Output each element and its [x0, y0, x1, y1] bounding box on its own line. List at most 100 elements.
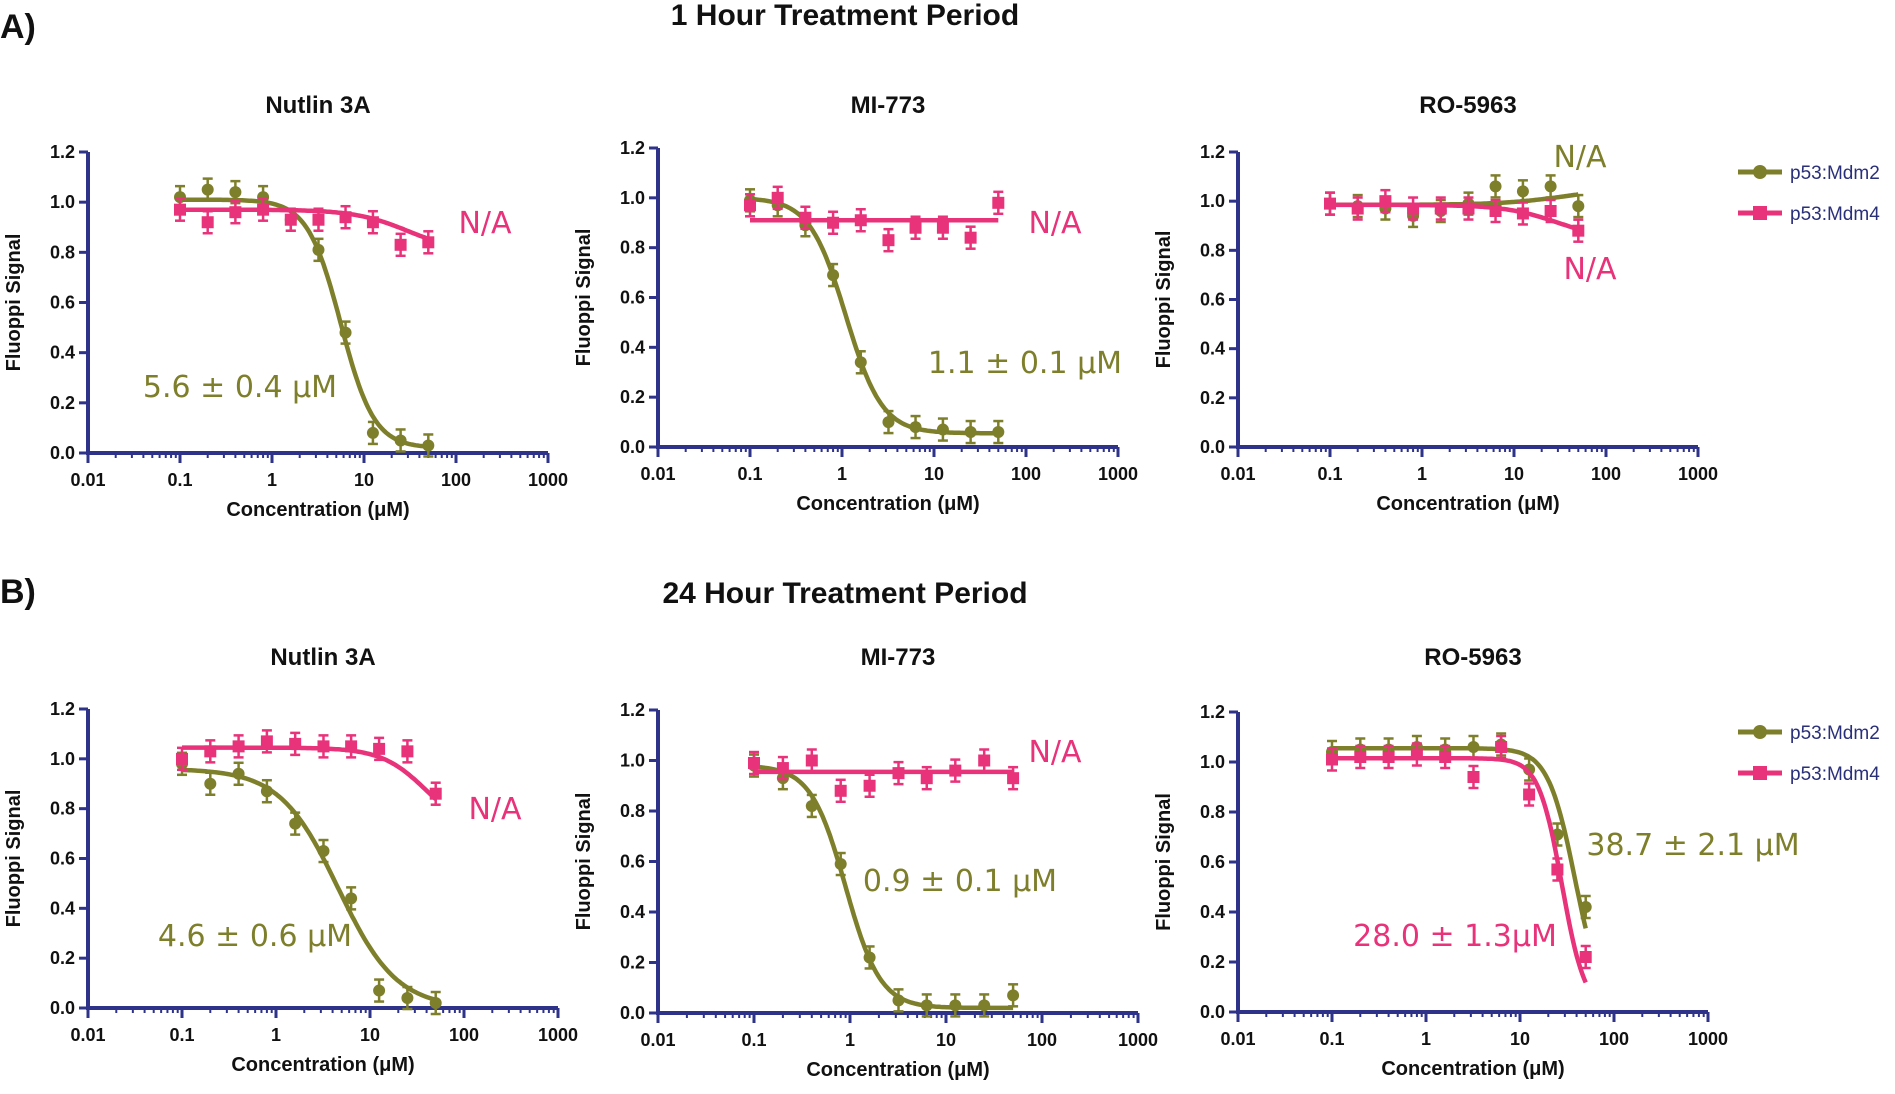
data-point-mdm2 — [401, 992, 414, 1005]
data-point-mdm4 — [882, 234, 895, 247]
y-tick-label: 0.6 — [50, 293, 75, 313]
y-tick-label: 0.6 — [50, 849, 75, 869]
x-tick-label: 0.1 — [169, 1025, 194, 1045]
data-point-mdm4 — [1572, 224, 1585, 237]
data-point-mdm4 — [1516, 207, 1529, 220]
data-point-mdm4 — [339, 211, 352, 224]
data-point-mdm2 — [317, 845, 330, 858]
y-tick-label: 0.0 — [1200, 437, 1225, 457]
data-point-mdm2 — [949, 999, 962, 1012]
data-point-mdm2 — [260, 785, 273, 798]
annotation-mdm2: 5.6 ± 0.4 μM — [143, 370, 337, 405]
x-tick-label: 100 — [1599, 1029, 1629, 1049]
chart-title: MI-773 — [861, 644, 936, 671]
chart-b-mi773: MI-773 0.0 0.2 0.4 0.6 0.8 1.0 1.2 0.01 0.1 1 10 100… — [573, 644, 1158, 1081]
legend-label: p53:Mdm4 — [1790, 204, 1880, 225]
data-point-mdm4 — [805, 754, 818, 767]
data-point-mdm2 — [312, 243, 325, 256]
data-point-mdm4 — [229, 206, 242, 219]
data-point-mdm4 — [1351, 202, 1364, 215]
x-tick-label: 0.01 — [640, 464, 675, 484]
x-tick-label: 10 — [360, 1025, 380, 1045]
x-tick-label: 10 — [924, 464, 944, 484]
data-point-mdm4 — [949, 764, 962, 777]
data-point-mdm2 — [201, 183, 214, 196]
data-point-mdm2 — [422, 439, 435, 452]
data-point-mdm2 — [992, 426, 1005, 439]
data-point-mdm4 — [748, 757, 760, 770]
y-tick-label: 0.2 — [620, 387, 645, 407]
data-point-mdm2 — [909, 421, 922, 434]
data-point-mdm4 — [744, 199, 756, 212]
y-axis-label: Fluoppi Signal — [3, 234, 25, 372]
y-tick-label: 0.4 — [50, 898, 75, 918]
data-point-mdm2 — [229, 186, 242, 199]
data-point-mdm2 — [174, 191, 186, 204]
x-axis-label: Concentration (μM) — [806, 1059, 989, 1081]
data-point-mdm2 — [805, 799, 818, 812]
annotation-mdm4: N/A — [458, 206, 512, 241]
chart-b-ro5963: RO-5963 0.0 0.2 0.4 0.6 0.8 1.0 1.2 0.01 0.1 1 10 10… — [1153, 644, 1800, 1080]
x-axis-label: Concentration (μM) — [1376, 493, 1559, 515]
y-tick-label: 0.6 — [1200, 290, 1225, 310]
y-tick-label: 0.4 — [50, 343, 75, 363]
data-point-mdm4 — [1544, 205, 1557, 217]
y-tick-label: 1.2 — [50, 142, 75, 162]
data-point-mdm4 — [1462, 202, 1475, 215]
y-tick-label: 0.0 — [620, 1003, 645, 1023]
x-tick-label: 0.01 — [640, 1030, 675, 1050]
data-point-mdm2 — [1467, 741, 1480, 753]
legend-row-a: p53:Mdm2 p53:Mdm4 — [1738, 163, 1880, 225]
annotation-mdm2: 0.9 ± 0.1 μM — [863, 864, 1057, 899]
x-tick-label: 1 — [1421, 1029, 1431, 1049]
data-point-mdm2 — [1516, 185, 1529, 198]
y-axis-label: Fluoppi Signal — [1153, 231, 1175, 369]
data-point-mdm2 — [1579, 901, 1592, 913]
y-tick-label: 0.8 — [620, 801, 645, 821]
data-point-mdm2 — [827, 269, 840, 282]
data-point-mdm2 — [882, 416, 895, 429]
data-point-mdm4 — [1551, 863, 1564, 876]
data-point-mdm4 — [1467, 771, 1480, 783]
data-point-mdm2 — [920, 999, 933, 1012]
data-point-mdm4 — [1354, 751, 1367, 763]
y-tick-label: 1.0 — [50, 192, 75, 212]
chart-title: Nutlin 3A — [270, 644, 375, 671]
data-point-mdm4 — [1407, 202, 1420, 215]
y-tick-label: 1.0 — [1200, 752, 1225, 772]
x-tick-label: 0.1 — [737, 464, 762, 484]
data-point-mdm4 — [799, 211, 812, 224]
data-point-mdm2 — [1572, 200, 1585, 213]
y-tick-label: 0.4 — [620, 902, 645, 922]
panel-letter-b: B) — [0, 573, 36, 611]
y-tick-label: 1.0 — [1200, 191, 1225, 211]
data-point-mdm4 — [992, 196, 1005, 209]
chart-b-nutlin3a: Nutlin 3A 0.0 0.2 0.4 0.6 0.8 1.0 1.2 0.01 0.1 1 10… — [3, 644, 578, 1076]
data-point-mdm4 — [422, 236, 435, 249]
x-tick-label: 0.1 — [167, 470, 192, 490]
x-axis-label: Concentration (μM) — [226, 499, 409, 521]
x-tick-label: 100 — [449, 1025, 479, 1045]
data-point-mdm2 — [339, 326, 352, 339]
data-point-mdm4 — [176, 752, 188, 765]
y-tick-label: 0.6 — [620, 852, 645, 872]
x-tick-label: 10 — [1510, 1029, 1530, 1049]
data-point-mdm4 — [936, 221, 949, 234]
data-point-mdm2 — [289, 817, 302, 830]
x-tick-label: 1 — [845, 1030, 855, 1050]
data-point-mdm2 — [1007, 989, 1020, 1002]
x-tick-label: 100 — [441, 470, 471, 490]
x-tick-label: 0.1 — [1317, 464, 1342, 484]
data-point-mdm4 — [366, 216, 379, 229]
y-tick-label: 0.8 — [50, 242, 75, 262]
y-tick-label: 0.0 — [50, 998, 75, 1018]
data-point-mdm2 — [345, 892, 358, 905]
data-point-mdm2 — [366, 426, 379, 439]
data-point-mdm4 — [260, 735, 273, 748]
y-tick-label: 1.0 — [50, 749, 75, 769]
x-tick-label: 100 — [1011, 464, 1041, 484]
data-point-mdm4 — [1326, 753, 1338, 766]
y-tick-label: 1.2 — [1200, 142, 1225, 162]
data-point-mdm4 — [1434, 202, 1447, 215]
row-title-b: 24 Hour Treatment Period — [662, 577, 1027, 610]
